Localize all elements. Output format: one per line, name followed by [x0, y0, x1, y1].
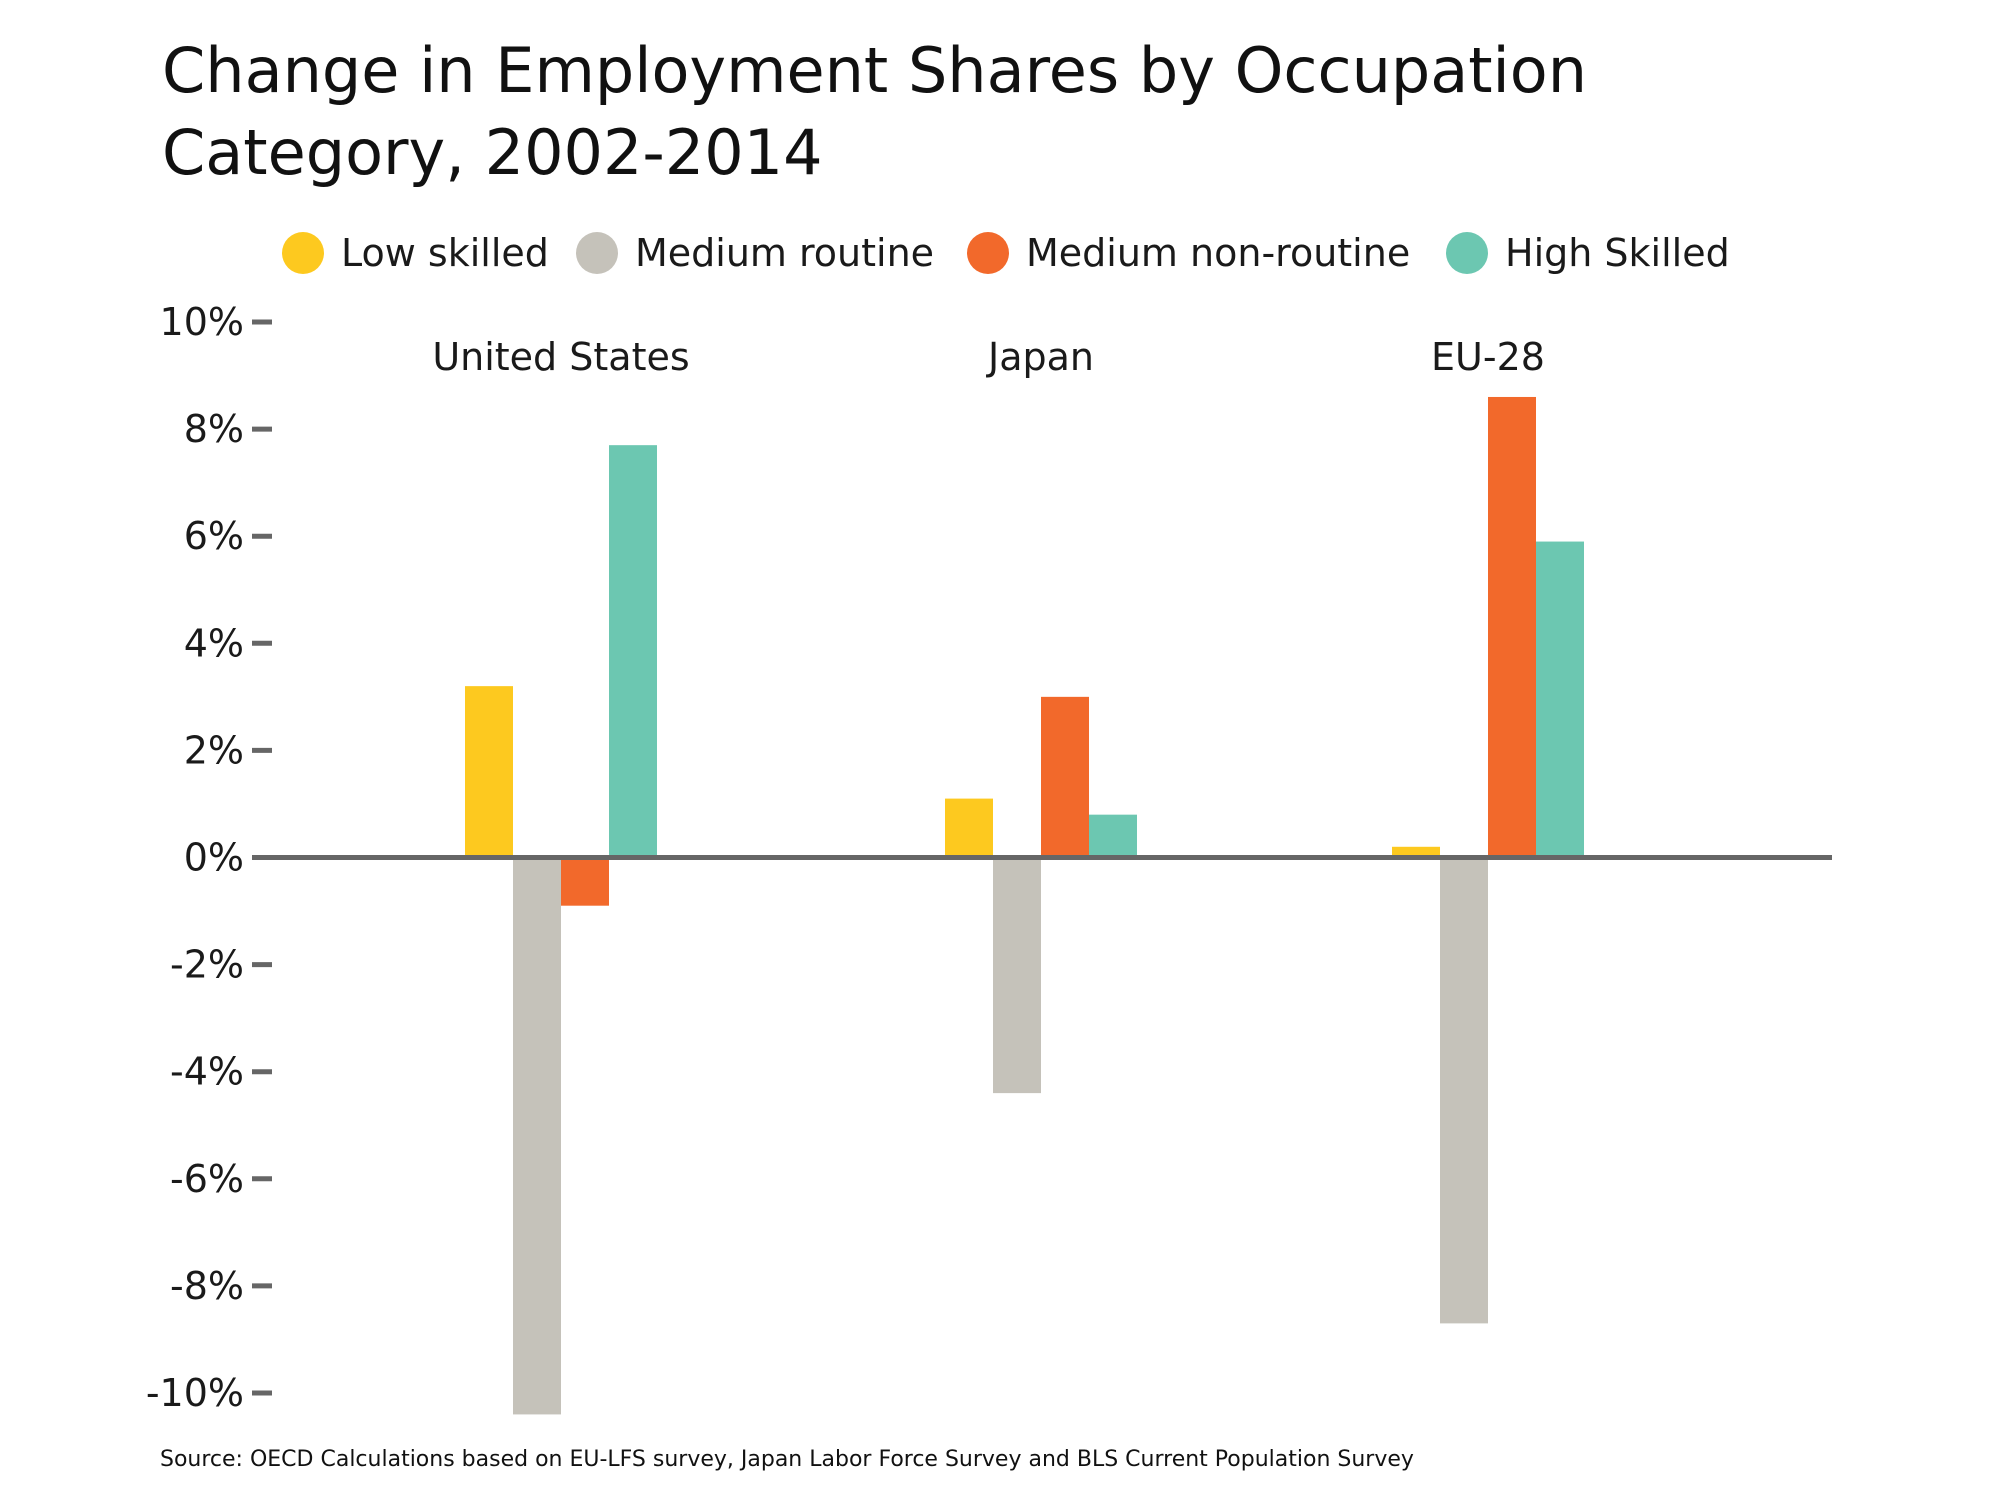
legend-swatch: [1446, 232, 1488, 274]
bar-medium-routine-eu-28: [1440, 857, 1488, 1324]
legend-swatch: [967, 232, 1009, 274]
group-label: United States: [432, 335, 689, 379]
y-axis: 10% 8% 6% 4% 2% 0% -2% -4% -6% -8% -10%: [146, 300, 272, 1415]
legend: Low skilled Medium routine Medium non-rout…: [282, 231, 1730, 275]
source-note: Source: OECD Calculations based on EU-LF…: [160, 1447, 1414, 1472]
bar-medium-routine-united-states: [513, 857, 561, 1415]
bar-medium-non-routine-eu-28: [1488, 396, 1536, 858]
legend-label: Medium non-routine: [1026, 231, 1410, 275]
group-label: EU-28: [1431, 335, 1545, 379]
legend-label: Medium routine: [635, 231, 934, 275]
y-tick-label: 2%: [184, 728, 244, 772]
group-label: Japan: [986, 335, 1094, 379]
bar-high-skilled-eu-28: [1536, 541, 1584, 858]
chart-title: Change in Employment Shares by Occupatio…: [162, 34, 1588, 189]
bar-medium-non-routine-united-states: [561, 857, 609, 906]
bar-low-skilled-japan: [945, 798, 993, 858]
y-tick-label: 8%: [184, 407, 244, 451]
legend-swatch: [576, 232, 618, 274]
y-tick-label: 0%: [184, 836, 244, 880]
legend-swatch: [282, 232, 324, 274]
y-tick-label: 10%: [160, 300, 244, 344]
y-tick-label: -10%: [146, 1371, 244, 1415]
bar-medium-routine-japan: [993, 857, 1041, 1094]
group-labels: United States Japan EU-28: [432, 335, 1545, 379]
bar-low-skilled-eu-28: [1392, 846, 1440, 858]
y-tick-label: -2%: [170, 943, 244, 987]
bar-high-skilled-japan: [1089, 814, 1137, 858]
y-tick-label: -6%: [170, 1157, 244, 1201]
y-tick-label: 4%: [184, 621, 244, 665]
y-tick-label: -4%: [170, 1050, 244, 1094]
y-tick-label: -8%: [170, 1264, 244, 1308]
y-tick-label: 6%: [184, 514, 244, 558]
bars: [465, 396, 1584, 1415]
bar-high-skilled-united-states: [609, 445, 657, 858]
legend-label: Low skilled: [341, 231, 549, 275]
legend-label: High Skilled: [1505, 231, 1730, 275]
bar-low-skilled-united-states: [465, 686, 513, 858]
bar-medium-non-routine-japan: [1041, 696, 1089, 858]
